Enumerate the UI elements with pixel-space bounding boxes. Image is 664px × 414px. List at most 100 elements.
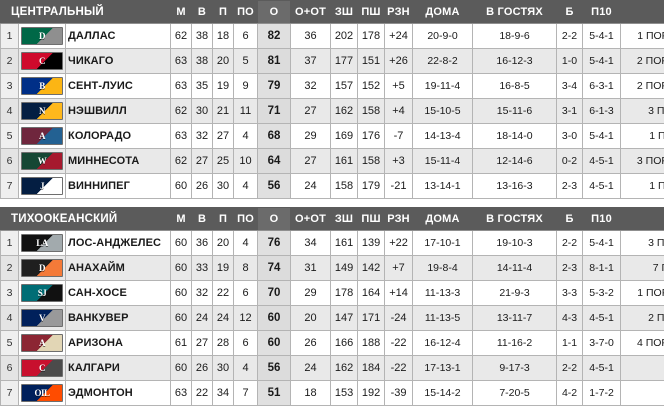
table-row[interactable]: 5 A КОЛОРАДО 63 32 27 4 68 29 169 176 -7 14-13-4 18-1… [0, 123, 664, 149]
column-header-p10[interactable]: П10 [582, 207, 622, 231]
team-name-cell[interactable]: КОЛОРАДО [65, 123, 171, 149]
column-header-p[interactable]: П [212, 0, 234, 24]
table-row[interactable]: 2 D АНАХАЙМ 60 33 19 8 74 31 149 142 +7 19-8-4 14-11-… [0, 255, 664, 281]
table-row[interactable]: 5 A АРИЗОНА 61 27 28 6 60 26 166 188 -22 16-12-4 11-1… [0, 330, 664, 356]
team-logo-glyph: V [39, 313, 46, 324]
column-header-v[interactable]: В [191, 207, 214, 231]
table-row[interactable]: 7 OIL ЭДМОНТОН 63 22 34 7 51 18 153 192 -39 15-14-2 7… [0, 380, 664, 406]
team-name-cell[interactable]: ВИННИПЕГ [65, 173, 171, 199]
column-header-doma[interactable]: ДОМА [412, 207, 474, 231]
table-row[interactable]: 7 J ВИННИПЕГ 60 26 30 4 56 24 158 179 -21 13-14-1 13-… [0, 173, 664, 199]
column-header-o[interactable]: О [257, 0, 291, 24]
team-name-cell[interactable]: ВАНКУВЕР [64, 305, 172, 331]
stat-cell-m: 62 [170, 148, 192, 174]
column-header-ts[interactable]: ТС [620, 207, 664, 231]
stat-cell-m: 60 [170, 255, 193, 281]
stat-cell-oot: 29 [290, 280, 332, 306]
stat-cell-rzn: -7 [384, 123, 413, 149]
table-row[interactable]: 1 D ДАЛЛАС 62 38 18 6 82 36 202 178 +24 20-9-0 18-9-6… [0, 23, 664, 49]
column-header-psh[interactable]: ПШ [357, 207, 386, 231]
team-logo-cell[interactable]: D [18, 23, 66, 49]
team-logo-cell[interactable]: D [18, 255, 66, 281]
team-logo-cell[interactable]: C [18, 48, 66, 74]
column-header-o[interactable]: О [257, 207, 292, 231]
dallas-stars-logo: D [21, 27, 63, 46]
stat-cell-p: 22 [212, 280, 235, 306]
stat-cell-zsh: 161 [330, 230, 359, 256]
column-header-v[interactable]: В [191, 0, 213, 24]
stat-cell-zsh: 162 [330, 98, 358, 124]
record-cell-doma: 19-8-4 [412, 255, 474, 281]
team-name-cell[interactable]: ЭДМОНТОН [64, 380, 172, 406]
table-row[interactable]: 4 N НЭШВИЛЛ 62 30 21 11 71 27 162 158 +4 15-10-5 15-1… [0, 98, 664, 124]
table-row[interactable]: 2 C ЧИКАГО 63 38 20 5 81 37 177 151 +26 22-8-2 16-12-… [0, 48, 664, 74]
stat-cell-p: 20 [212, 48, 234, 74]
team-logo-cell[interactable]: W [18, 148, 66, 174]
table-row[interactable]: 3 B СЕНТ-ЛУИС 63 35 19 9 79 32 157 152 +5 19-11-4 16-… [0, 73, 664, 99]
column-header-m[interactable]: М [170, 0, 192, 24]
stat-cell-v: 38 [191, 48, 213, 74]
stat-cell-po: 11 [233, 98, 258, 124]
column-header-gost[interactable]: В ГОСТЯХ [472, 207, 558, 231]
team-name-cell[interactable]: АНАХАЙМ [64, 255, 172, 281]
team-logo-cell[interactable]: LA [18, 230, 66, 256]
team-logo-cell[interactable]: C [18, 355, 66, 381]
column-header-ts[interactable]: ТС [620, 0, 664, 24]
stat-cell-zsh: 158 [330, 173, 358, 199]
table-row[interactable]: 1 LA ЛОС-АНДЖЕЛЕС 60 36 20 4 76 34 161 139 +22 17-10… [0, 230, 664, 256]
team-logo-cell[interactable]: A [18, 330, 66, 356]
column-header-psh[interactable]: ПШ [357, 0, 385, 24]
team-name-cell[interactable]: КАЛГАРИ [64, 355, 172, 381]
stat-cell-zsh: 169 [330, 123, 358, 149]
team-name-cell[interactable]: ЧИКАГО [65, 48, 171, 74]
streak-cell: 1 ПОБЕДА [620, 173, 664, 199]
table-row[interactable]: 6 C КАЛГАРИ 60 26 30 4 56 24 162 184 -22 17-13-1 9-17… [0, 355, 664, 381]
table-row[interactable]: 3 SJ САН-ХОСЕ 60 32 22 6 70 29 178 164 +14 11-13-3 21… [0, 280, 664, 306]
stat-cell-oot: 27 [290, 148, 331, 174]
team-name-cell[interactable]: ДАЛЛАС [65, 23, 171, 49]
column-header-doma[interactable]: ДОМА [412, 0, 473, 24]
team-logo-cell[interactable]: B [18, 73, 66, 99]
team-logo-cell[interactable]: V [18, 305, 66, 331]
column-header-p10[interactable]: П10 [582, 0, 621, 24]
table-row[interactable]: 4 V ВАНКУВЕР 60 24 24 12 60 20 147 171 -24 11-13-5 13… [0, 305, 664, 331]
column-header-b[interactable]: Б [556, 0, 583, 24]
team-name-cell[interactable]: АРИЗОНА [64, 330, 172, 356]
team-name-cell[interactable]: МИННЕСОТА [65, 148, 171, 174]
team-name-cell[interactable]: САН-ХОСЕ [64, 280, 172, 306]
column-header-gost[interactable]: В ГОСТЯХ [472, 0, 557, 24]
team-name-cell[interactable]: НЭШВИЛЛ [65, 98, 171, 124]
column-header-rzn[interactable]: РЗН [384, 207, 414, 231]
column-header-zsh[interactable]: ЗШ [330, 0, 358, 24]
team-name-cell[interactable]: СЕНТ-ЛУИС [65, 73, 171, 99]
streak-cell: 3 ПОРАЖЕНИЯ [620, 148, 664, 174]
column-header-m[interactable]: М [170, 207, 193, 231]
record-cell-doma: 22-8-2 [412, 48, 473, 74]
team-logo-cell[interactable]: SJ [18, 280, 66, 306]
column-header-po[interactable]: ПО [233, 207, 259, 231]
record-cell-b: 2-2 [556, 23, 583, 49]
record-cell-p10: 4-5-1 [582, 305, 622, 331]
column-header-rzn[interactable]: РЗН [384, 0, 413, 24]
table-row[interactable]: 6 W МИННЕСОТА 62 27 25 10 64 27 161 158 +3 15-11-4 12… [0, 148, 664, 174]
calgary-flames-logo: C [21, 359, 63, 378]
streak-cell: 4 ПОРАЖЕНИЯ [620, 330, 664, 356]
column-header-p[interactable]: П [212, 207, 235, 231]
team-logo-cell[interactable]: A [18, 123, 66, 149]
stat-cell-p: 30 [212, 173, 234, 199]
streak-cell: 1 ОТ [620, 355, 664, 381]
column-header-zsh[interactable]: ЗШ [330, 207, 359, 231]
team-logo-cell[interactable]: N [18, 98, 66, 124]
stat-cell-oot: 27 [290, 98, 331, 124]
team-logo-cell[interactable]: OIL [18, 380, 66, 406]
stat-cell-rzn: +3 [384, 148, 413, 174]
column-header-po[interactable]: ПО [233, 0, 258, 24]
column-header-b[interactable]: Б [556, 207, 584, 231]
record-cell-doma: 16-12-4 [412, 330, 474, 356]
stat-cell-p: 30 [212, 355, 235, 381]
team-name-cell[interactable]: ЛОС-АНДЖЕЛЕС [64, 230, 172, 256]
team-logo-cell[interactable]: J [18, 173, 66, 199]
column-header-oot[interactable]: О+ОТ [290, 207, 332, 231]
column-header-oot[interactable]: О+ОТ [290, 0, 331, 24]
